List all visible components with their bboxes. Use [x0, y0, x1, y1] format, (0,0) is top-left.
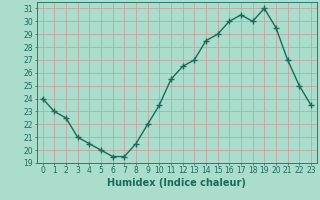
X-axis label: Humidex (Indice chaleur): Humidex (Indice chaleur)	[108, 178, 246, 188]
